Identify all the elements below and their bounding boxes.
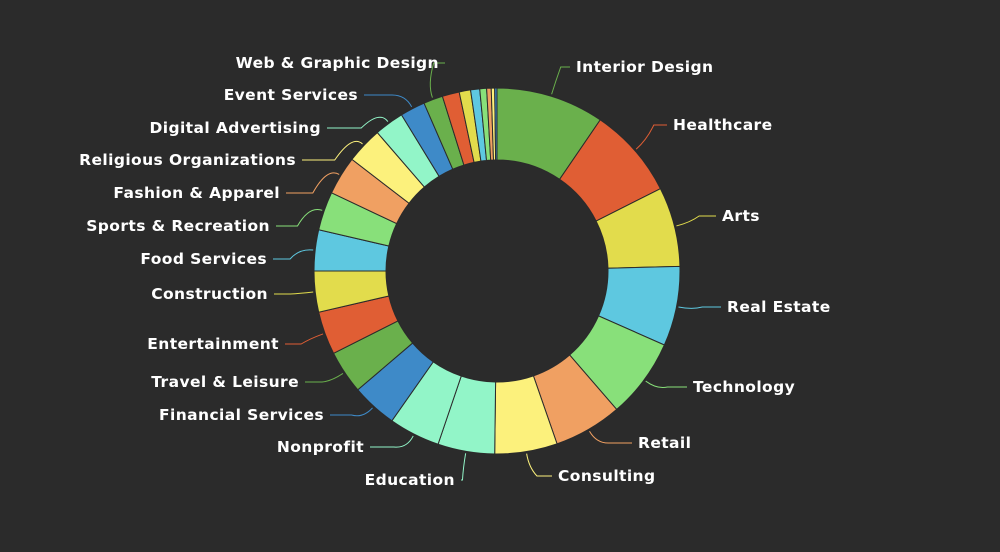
slice-label: Religious Organizations <box>79 151 296 169</box>
leader-line <box>364 94 413 108</box>
leader-line <box>635 124 667 150</box>
leader-line <box>276 209 323 227</box>
slice-label: Construction <box>151 285 268 303</box>
slice-label: Technology <box>693 378 795 396</box>
slice-label: Digital Advertising <box>149 119 321 137</box>
leader-line <box>302 140 363 161</box>
leader-line <box>286 172 340 194</box>
leader-line <box>273 249 314 260</box>
leader-line <box>589 430 632 444</box>
slice-label: Real Estate <box>727 298 831 316</box>
slice-label: Financial Services <box>159 406 324 424</box>
leader-line <box>429 62 445 98</box>
leader-line <box>678 306 721 309</box>
slice-label: Healthcare <box>673 116 773 134</box>
leader-line <box>645 380 687 389</box>
leader-line <box>676 215 716 227</box>
slice-label: Education <box>365 471 455 489</box>
leader-line <box>370 435 414 448</box>
slice-label: Web & Graphic Design <box>236 54 439 72</box>
labels-layer: Interior Design Healthcare Arts Real Estate… <box>79 54 830 489</box>
leader-line <box>551 66 570 95</box>
leader-line <box>327 116 389 129</box>
leader-line <box>526 453 552 477</box>
leader-line <box>274 291 314 295</box>
leader-line <box>305 372 344 383</box>
slice-label: Event Services <box>224 86 358 104</box>
slice-label: Sports & Recreation <box>86 217 270 235</box>
slice-label: Fashion & Apparel <box>113 184 280 202</box>
slice-label: Arts <box>722 207 760 225</box>
donut-slice-26 <box>494 87 498 161</box>
slice-label: Retail <box>638 434 691 452</box>
leader-line <box>330 407 373 417</box>
slice-label: Entertainment <box>147 335 279 353</box>
slice-label: Consulting <box>558 467 655 485</box>
slice-label: Food Services <box>140 250 267 268</box>
slices-layer <box>313 87 681 455</box>
slice-label: Travel & Leisure <box>151 373 299 391</box>
leader-line <box>461 453 467 481</box>
slice-label: Nonprofit <box>277 438 364 456</box>
leader-line <box>285 333 324 345</box>
leader-lines-layer <box>273 62 721 481</box>
slice-label: Interior Design <box>576 58 713 76</box>
